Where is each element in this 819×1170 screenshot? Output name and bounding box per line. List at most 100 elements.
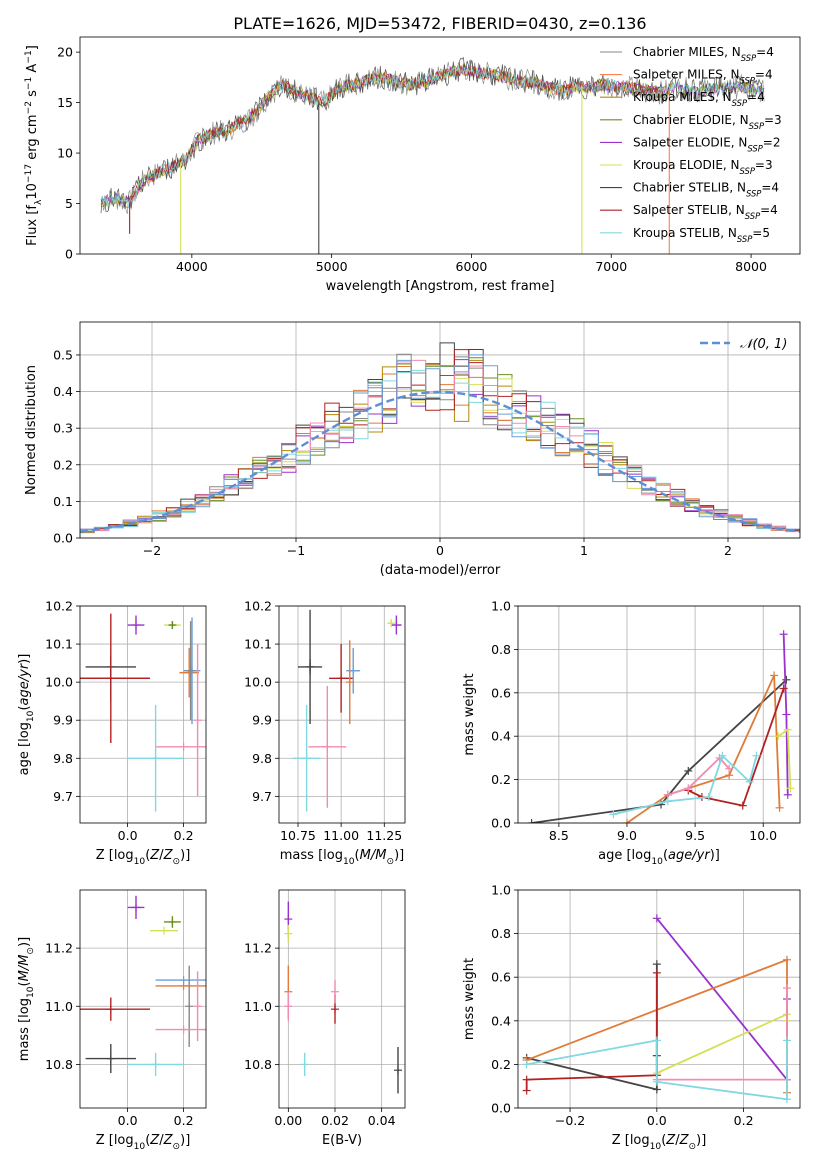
age_vs_mass-ytick-label: 9.9 [252,713,272,728]
massweight_vs_age-ytick-label: 0.8 [491,642,511,657]
massweight_vs_z-ytick-label: 0.4 [491,1013,511,1028]
residuals-ytick-label: 0.1 [53,494,73,509]
massweight_vs_z-ytick-label: 0.0 [491,1101,511,1116]
massweight_vs_z-ytick-label: 0.8 [491,926,511,941]
spectrum-frame [79,36,801,255]
residuals-panel: −2 −1 0 1 2 0.0 0.1 0.2 0.3 0.4 0.5 (data-model)/er… [24,321,801,578]
age_vs_mass-panel: 10.75 11.00 11.25 9.7 9.8 9.9 10.0 10.1 10.2 mass… [244,599,406,867]
residuals-xtick-label: −1 [287,543,305,558]
spectrum-xtick-label: 4000 [176,259,208,274]
massweight_vs_age-series-line [687,688,785,807]
mass_vs_z-frame [79,889,207,1109]
massweight_vs_z-ytick-label: 0.2 [491,1057,511,1072]
mass_vs_ebv-xtick-label: 0.02 [321,1113,349,1128]
spectrum-ytick-label: 0 [65,247,73,262]
mass_vs_z-xtick-label: 0.0 [118,1113,138,1128]
residuals-frame [79,321,801,539]
mass_vs_z-ytick-label: 11.0 [45,999,73,1014]
spectrum-legend: Chabrier MILES, NSSP=4 Salpeter MILES, NS… [600,45,782,244]
legend-label: Kroupa STELIB, NSSP=5 [633,226,770,244]
age_vs_z-ytick-label: 10.0 [45,675,73,690]
massweight_vs_age-frame [517,605,801,824]
legend-label: Kroupa MILES, NSSP=4 [633,90,765,108]
residuals-xtick-label: −2 [143,543,161,558]
age_vs_z-xtick-label: 0.0 [118,828,138,843]
age_vs_z-ytick-label: 9.7 [53,789,73,804]
age_vs_mass-ytick-label: 9.7 [252,789,272,804]
spectrum-plot-area [100,56,765,254]
age_vs_mass-ytick-label: 9.8 [252,751,272,766]
massweight_vs_z-series-line [525,972,658,1091]
massweight_vs_z-ytick-label: 0.6 [491,970,511,985]
legend-label: Salpeter ELODIE, NSSP=2 [633,135,781,153]
age_vs_mass-ytick-label: 10.2 [244,599,272,614]
massweight_vs_age-ytick-label: 0.0 [491,816,511,831]
age_vs_z-ytick-label: 9.9 [53,713,73,728]
spectrum-ytick-label: 15 [57,95,73,110]
massweight_vs_age-panel: 8.5 9.0 9.5 10.0 0.0 0.2 0.4 0.6 0.8 1.0 age [log1… [462,599,801,867]
massweight_vs_z-xtick-label: 0.2 [734,1113,754,1128]
massweight_vs_z-frame [517,889,801,1109]
mass_vs_z-plot-area [80,895,206,1077]
mass_vs_ebv-panel: 0.00 0.02 0.04 10.8 11.0 11.2 E(B-V) [244,889,406,1148]
age_vs_mass-ytick-label: 10.1 [244,637,272,652]
age_vs_z-ytick-label: 10.1 [45,637,73,652]
age_vs_mass-xtick-label: 10.75 [280,828,316,843]
massweight_vs_age-series-line [613,754,758,816]
mass_vs_ebv-xtick-label: 0.00 [274,1113,302,1128]
residuals-xtick-label: 0 [436,543,444,558]
massweight_vs_age-xtick-label: 10.0 [749,828,777,843]
massweight_vs_age-xlabel: age [log10(age/yr)] [598,848,720,867]
figure-title: PLATE=1626, MJD=53472, FIBERID=0430, z=0… [233,14,646,33]
age_vs_mass-frame [278,605,406,824]
legend-label: Chabrier ELODIE, NSSP=3 [633,113,782,131]
spectrum-series-kroupa_stelib [100,65,765,209]
residuals-ytick-label: 0.4 [53,384,73,399]
massweight_vs_z-panel: −0.2 0.0 0.2 0.0 0.2 0.4 0.6 0.8 1.0 Z [log10(Z/Z… [462,883,801,1152]
mass_vs_z-ylabel: mass [log10(M/M⊙)] [17,937,36,1061]
massweight_vs_age-ytick-label: 1.0 [491,599,511,614]
massweight_vs_age-ylabel: mass weight [462,673,477,755]
legend-label: Chabrier MILES, NSSP=4 [633,45,774,63]
massweight_vs_age-xtick-label: 8.5 [549,828,569,843]
age_vs_mass-xlabel: mass [log10(M/M⊙)] [280,848,404,867]
massweight_vs_age-xtick-label: 9.5 [685,828,705,843]
residuals-ylabel: Normed distribution [24,365,39,495]
residuals-plot-area [80,342,800,538]
age_vs_z-ytick-label: 9.8 [53,751,73,766]
age_vs_z-ylabel: age [log10(age/yr)] [17,654,36,776]
mass_vs_ebv-frame [278,889,406,1109]
spectrum-ytick-label: 10 [57,146,73,161]
legend-label: Salpeter MILES, NSSP=4 [633,68,773,86]
spectrum-panel: 4000 5000 6000 7000 8000 0 5 10 15 20 wavelength [… [24,36,801,294]
massweight_vs_z-ylabel: mass weight [462,958,477,1040]
spectrum-xlabel: wavelength [Angstrom, rest frame] [326,279,555,294]
massweight_vs_z-xtick-label: −0.2 [555,1113,585,1128]
spectrum-ylabel: Flux [fλ10−17 erg cm−2 s−1 A−1] [24,45,44,246]
residuals-legend-label: 𝒩(0, 1) [740,337,787,352]
mass_vs_ebv-xlabel: E(B-V) [322,1133,362,1148]
spectrum-series-chabrier_stelib [100,56,765,214]
mass_vs_ebv-ytick-label: 11.0 [244,999,272,1014]
residuals-ytick-label: 0.0 [53,531,73,546]
residuals-histogram-salpeter_stelib [80,349,800,538]
age_vs_z-plot-area [80,613,206,812]
age_vs_z-xlabel: Z [log10(Z/Z⊙)] [96,848,191,867]
massweight_vs_age-series-line [667,756,730,796]
spectrum-ytick-label: 20 [57,45,73,60]
massweight_vs_z-plot-area [522,914,791,1104]
massweight_vs_z-ytick-label: 1.0 [491,883,511,898]
legend-label: Chabrier STELIB, NSSP=4 [633,181,779,199]
age_vs_z-ytick-label: 10.2 [45,599,73,614]
spectrum-ytick-label: 5 [65,196,73,211]
spectrum-xtick-label: 6000 [456,259,488,274]
mass_vs_z-xlabel: Z [log10(Z/Z⊙)] [96,1133,191,1152]
mass_vs_z-ytick-label: 10.8 [45,1057,73,1072]
massweight_vs_age-ytick-label: 0.4 [491,729,511,744]
residuals-ytick-label: 0.3 [53,421,73,436]
age_vs_z-xtick-label: 0.2 [174,828,194,843]
mass_vs_z-panel: 0.0 0.2 10.8 11.0 11.2 Z [log10(Z/Z⊙)] mass [l… [17,889,207,1152]
age_vs_z-frame [79,605,207,824]
age_vs_mass-plot-area [292,609,402,812]
